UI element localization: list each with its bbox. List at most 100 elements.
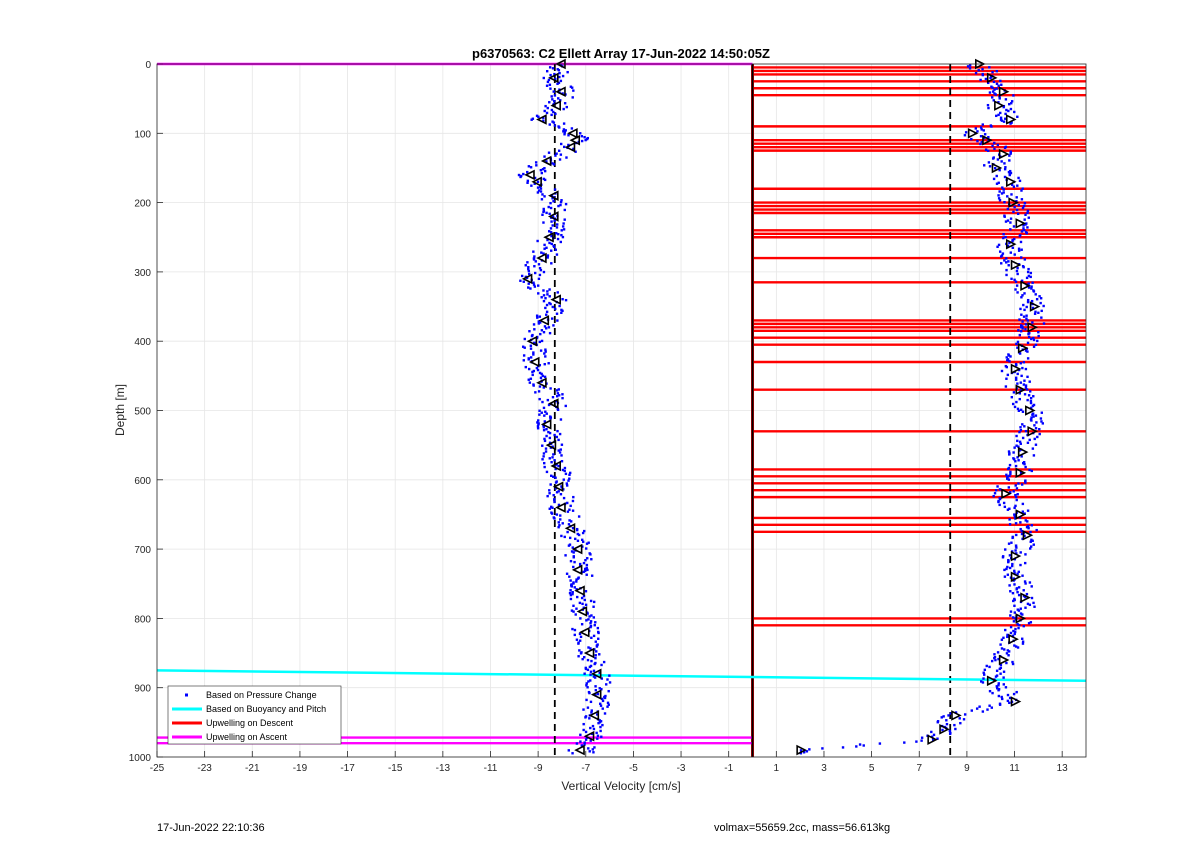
descent-point [550, 474, 553, 477]
descent-marker [536, 114, 547, 125]
descent-point [567, 523, 571, 526]
descent-point [542, 252, 545, 255]
descent-point [592, 600, 596, 604]
descent-marker [555, 502, 566, 513]
ascent-point [1006, 373, 1010, 377]
descent-point [588, 717, 591, 720]
ascent-point [1030, 416, 1033, 419]
ascent-point [1010, 541, 1013, 544]
descent-point [545, 303, 549, 307]
ascent-point [1011, 616, 1015, 619]
ascent-point [1013, 205, 1016, 209]
ascent-point [1013, 632, 1016, 636]
ascent-point [1018, 352, 1022, 355]
descent-point [579, 740, 582, 743]
x-tick-label: -23 [197, 763, 212, 774]
descent-point [589, 679, 592, 682]
descent-point [545, 211, 548, 215]
ascent-point [808, 748, 811, 751]
legend-label: Upwelling on Descent [206, 718, 294, 728]
descent-point [557, 149, 561, 152]
ascent-point [999, 672, 1002, 675]
x-tick-label: -5 [629, 763, 638, 774]
descent-point [522, 359, 525, 362]
footer-timestamp: 17-Jun-2022 22:10:36 [157, 822, 265, 834]
descent-point [598, 671, 601, 674]
descent-point [547, 403, 551, 407]
ascent-point [920, 739, 923, 742]
ascent-point [1008, 523, 1012, 526]
descent-point [570, 127, 574, 130]
descent-point [575, 578, 578, 581]
ascent-point [1002, 120, 1006, 123]
descent-point [557, 81, 561, 85]
descent-point [550, 242, 553, 246]
descent-point [575, 588, 578, 591]
x-tick-label: 9 [964, 763, 970, 774]
ascent-point [1015, 546, 1018, 549]
ascent-point [1030, 299, 1034, 303]
ascent-point [1016, 493, 1019, 496]
ascent-point [1019, 428, 1023, 432]
descent-point [569, 593, 573, 597]
ascent-point [959, 721, 962, 725]
ascent-point [1032, 336, 1035, 340]
descent-point [556, 223, 559, 226]
descent-point [552, 110, 555, 114]
ascent-point [1034, 293, 1037, 296]
y-tick-label: 700 [134, 545, 151, 556]
ascent-point [998, 703, 1002, 706]
descent-point [589, 553, 592, 556]
ascent-point [998, 497, 1002, 501]
ascent-point [968, 64, 972, 67]
ascent-point [995, 70, 998, 73]
ascent-point [1018, 318, 1021, 321]
descent-point [543, 375, 547, 379]
descent-point [549, 302, 552, 306]
descent-point [565, 105, 568, 109]
descent-point [549, 417, 552, 420]
ascent-point [1030, 406, 1033, 410]
ascent-point [1015, 588, 1018, 591]
descent-point [598, 719, 601, 722]
descent-point [601, 699, 605, 703]
descent-marker [528, 356, 540, 368]
descent-point [561, 522, 564, 525]
descent-point [547, 326, 551, 329]
descent-point [527, 286, 530, 289]
descent-point [583, 135, 586, 139]
descent-marker [540, 155, 552, 167]
ascent-point [992, 80, 996, 84]
reference-lines [553, 64, 952, 757]
ascent-marker [1005, 114, 1017, 125]
descent-point [590, 659, 593, 663]
ascent-point [1034, 414, 1038, 417]
ascent-marker [1010, 363, 1022, 375]
descent-point [548, 489, 551, 492]
descent-point [538, 340, 542, 344]
ascent-point [987, 138, 990, 142]
descent-point [538, 409, 541, 412]
descent-point [587, 618, 590, 621]
ascent-point [1014, 378, 1018, 381]
descent-point [529, 347, 533, 350]
descent-marker [545, 439, 557, 451]
descent-point [554, 77, 557, 81]
ascent-point [998, 199, 1002, 202]
ascent-marker [1020, 280, 1031, 292]
descent-point [568, 477, 571, 480]
ascent-point [1025, 526, 1029, 529]
descent-point [572, 582, 575, 585]
ascent-point [987, 149, 990, 152]
x-tick-label: 5 [869, 763, 875, 774]
ascent-point [978, 705, 981, 708]
ascent-point [1032, 290, 1036, 293]
descent-point [585, 566, 588, 570]
ascent-point [1002, 105, 1005, 109]
descent-point [579, 652, 583, 655]
ascent-point [987, 135, 990, 139]
descent-point [589, 700, 593, 704]
ascent-point [999, 255, 1003, 258]
descent-point [590, 558, 593, 561]
descent-point [599, 704, 603, 707]
